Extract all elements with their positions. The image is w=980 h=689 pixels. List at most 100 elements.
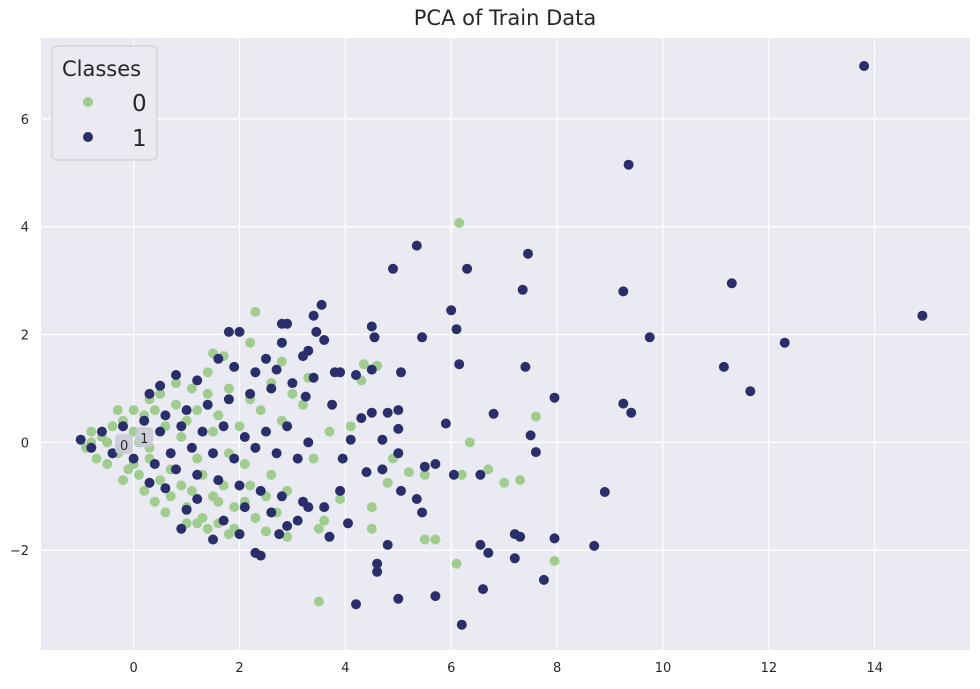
data-point-class-1 [139,415,150,426]
x-tick-label: 6 [447,661,455,676]
data-point-class-0 [530,411,541,422]
data-point-class-1 [538,574,549,585]
legend-title: Classes [62,57,141,81]
data-point-class-0 [313,523,324,534]
data-point-class-0 [112,405,123,416]
data-point-class-1 [261,353,271,364]
data-point-class-0 [282,531,293,542]
data-point-class-0 [287,388,298,399]
data-point-class-0 [451,558,462,569]
data-point-class-1 [454,359,465,370]
data-point-class-0 [202,367,213,378]
data-point-class-1 [523,248,533,259]
data-point-class-0 [430,534,441,545]
data-point-class-1 [779,337,790,348]
data-point-class-0 [208,426,218,437]
data-point-class-1 [300,391,311,402]
data-point-class-1 [618,398,629,409]
data-point-class-1 [171,464,181,475]
data-point-class-0 [456,469,467,480]
x-tick-label: 12 [761,661,778,676]
data-point-class-1 [446,305,457,316]
x-tick-label: 4 [341,661,349,676]
y-tick-label: 6 [21,113,29,128]
x-tick-label: 0 [129,661,137,676]
data-point-class-1 [475,469,486,480]
data-point-class-1 [419,461,430,472]
data-point-class-1 [192,469,203,480]
grid-lines [41,38,970,650]
data-point-class-1 [382,407,393,418]
data-point-class-1 [250,367,261,378]
data-point-class-1 [351,370,361,380]
data-point-class-1 [726,278,737,289]
data-point-class-1 [411,240,422,251]
data-point-class-1 [261,426,271,437]
data-point-class-0 [165,491,176,502]
data-point-class-1 [417,507,428,518]
data-point-class-0 [133,469,144,480]
data-point-class-0 [176,432,187,442]
data-point-class-1 [366,321,377,332]
data-point-class-0 [186,383,197,394]
data-point-class-1 [234,480,245,491]
data-point-class-1 [292,453,303,464]
data-point-class-0 [176,480,187,491]
data-point-class-1 [549,392,560,403]
data-point-class-1 [149,459,160,469]
data-point-class-1 [308,310,319,321]
data-point-class-1 [282,421,293,432]
data-point-class-0 [250,512,261,523]
data-point-class-1 [239,502,250,513]
data-point-class-0 [464,437,475,448]
data-point-class-1 [335,367,346,378]
data-point-class-0 [149,405,160,416]
data-point-class-1 [303,502,314,513]
data-point-class-1 [298,351,308,362]
data-point-class-1 [859,61,870,71]
data-point-class-1 [234,326,245,337]
data-point-class-1 [599,487,610,497]
legend-box [51,45,158,161]
data-point-class-0 [91,453,102,464]
y-tick-label: 4 [21,221,29,236]
data-point-class-0 [454,217,465,228]
data-point-class-0 [308,453,319,464]
data-point-class-1 [517,284,528,295]
data-point-class-1 [319,335,330,345]
chart-title: PCA of Train Data [413,6,597,30]
x-tick-label: 14 [866,661,883,676]
data-point-class-1 [351,599,361,610]
data-point-class-1 [372,558,383,569]
x-tick-label: 2 [235,661,243,676]
data-point-class-1 [181,504,192,515]
data-point-class-1 [520,361,531,372]
data-point-class-0 [403,467,414,478]
data-point-class-0 [266,469,277,480]
data-point-class-1 [366,364,377,375]
data-point-class-0 [171,378,181,389]
data-point-class-1 [234,529,245,540]
data-point-class-1 [343,518,353,529]
data-point-class-1 [165,448,176,459]
data-point-class-1 [223,326,234,337]
data-point-class-0 [366,502,377,513]
data-point-class-1 [377,464,388,475]
data-point-class-0 [102,459,113,469]
data-point-class-1 [96,426,107,437]
data-point-class-1 [192,494,203,504]
data-point-class-1 [86,442,97,453]
data-point-class-1 [393,593,404,604]
data-point-class-0 [213,496,224,507]
data-point-class-1 [208,448,218,459]
data-point-class-1 [337,453,348,464]
data-point-class-1 [327,399,338,410]
legend-label: 0 [132,91,147,117]
annotation-label: 0 [120,439,128,454]
data-point-class-1 [549,533,560,544]
data-point-class-1 [202,399,213,410]
data-point-class-1 [430,459,441,469]
data-point-class-0 [549,556,560,566]
data-point-class-1 [144,477,155,488]
